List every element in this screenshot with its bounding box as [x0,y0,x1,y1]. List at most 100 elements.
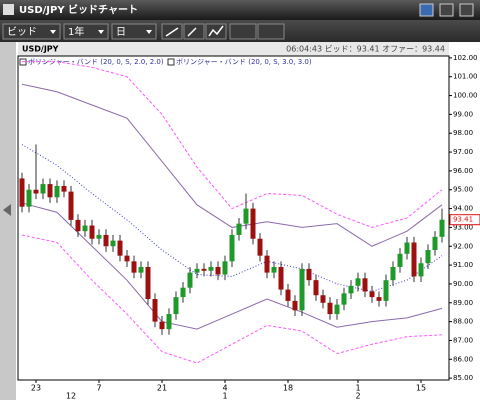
period: 1年 [68,25,84,38]
y-tick-label: 102.00 [453,54,478,62]
candle-body [208,266,214,271]
month-label: 2 [355,392,360,400]
candle-body [264,255,270,273]
candle-body [187,272,193,288]
close-button[interactable] [459,3,474,17]
band-upper [22,61,443,228]
candle-body [180,287,186,298]
candle-body [145,266,151,299]
candle-body [362,278,368,292]
last-price-tag [449,214,480,226]
candle-body [110,240,116,247]
settings-button[interactable] [439,3,454,17]
y-tick-label: 89.00 [453,299,473,307]
candle-body [166,314,172,330]
quote: 06:04:43 ビッド：93.41 オファー：93.44 [286,45,445,54]
candle-body [250,208,256,239]
candle-body [439,219,445,237]
window-title: USD/JPY ビッドチャート [19,3,138,16]
pin-button[interactable] [183,23,205,40]
app-icon [3,4,14,15]
candle-body [404,242,410,254]
symbol: USD/JPY [22,45,59,54]
candle-body [257,238,263,256]
candle-body [369,291,375,298]
candle-body [26,189,32,207]
interval-dropdown[interactable] [111,23,157,40]
candle-body [341,293,347,305]
candle-body [411,242,417,277]
band-upper [21,83,443,247]
price-type-dropdown[interactable] [2,23,61,40]
y-tick-label: 97.00 [453,148,473,156]
candle-body [292,300,298,311]
candle-body [131,261,137,273]
candle-body [418,263,424,277]
legend-checkbox[interactable] [167,58,175,66]
dropdown-arrow [146,30,152,34]
candle-body [390,266,396,281]
plot-area [17,55,450,381]
y-tick-label: 85.00 [453,374,473,382]
candle-body [40,184,46,194]
band-lower [21,202,443,330]
interval: 日 [116,27,126,38]
candle-body [194,268,200,273]
candle-body [47,184,53,198]
candle-body [54,185,60,198]
candle-body [124,255,130,262]
candle-body [103,234,109,247]
y-tick-label: 92.00 [453,242,473,250]
candle-body [89,225,95,239]
dropdown-arrow [50,30,56,34]
month-label: 1 [222,392,227,400]
toolbar-icons [165,25,224,37]
y-tick-label: 88.00 [453,318,473,326]
candle-body [383,280,389,301]
y-tick-label: 93.00 [453,223,473,231]
x-tick-label: 23 [31,384,41,393]
candle-body [19,178,25,207]
image-button[interactable] [257,23,285,40]
candle-body [138,266,144,273]
y-tick-label: 99.00 [453,110,473,118]
candle-body [201,268,207,271]
candle-body [327,302,333,315]
candle-body [299,268,305,311]
candle-body [432,236,438,251]
candle-body [313,280,319,296]
y-tick-label: 98.00 [453,129,473,137]
candle-body [229,234,235,262]
side-panel [0,42,16,400]
price-type: ビッド [7,26,37,38]
tile-button[interactable] [419,3,434,17]
x-tick-label: 4 [222,384,227,393]
y-tick-label: 100.00 [453,92,478,100]
band-lower [21,234,443,364]
y-tick-label: 94.00 [453,205,473,213]
y-tick-label: 87.00 [453,336,473,344]
panel-toggle[interactable] [3,204,11,216]
y-tick-label: 90.00 [453,280,473,288]
candle-body [117,240,123,256]
candle-body [348,285,354,294]
candle-body [376,297,382,301]
candle-body [68,191,74,220]
candle-body [96,234,102,239]
candle-body [271,266,277,273]
candle-body [61,185,67,192]
legend-entry: ボリンジャー・バンド (20, 0, S, 3.0, 3.0) [176,58,312,66]
x-tick-label: 15 [416,384,426,393]
period-dropdown[interactable] [63,23,109,40]
y-tick-label: 91.00 [453,261,473,269]
legend-entry: ボリンジャー・バンド (20, 0, S, 2.0, 2.0) [28,58,164,66]
y-tick-label: 96.00 [453,167,473,175]
candle-body [75,219,81,232]
month-label: 12 [66,392,76,400]
candle-body [285,289,291,301]
print-button[interactable] [229,23,257,40]
candle-body [82,225,88,232]
y-tick-label: 86.00 [453,355,473,363]
candle-body [425,250,431,264]
y-tick-label: 101.00 [453,73,478,81]
